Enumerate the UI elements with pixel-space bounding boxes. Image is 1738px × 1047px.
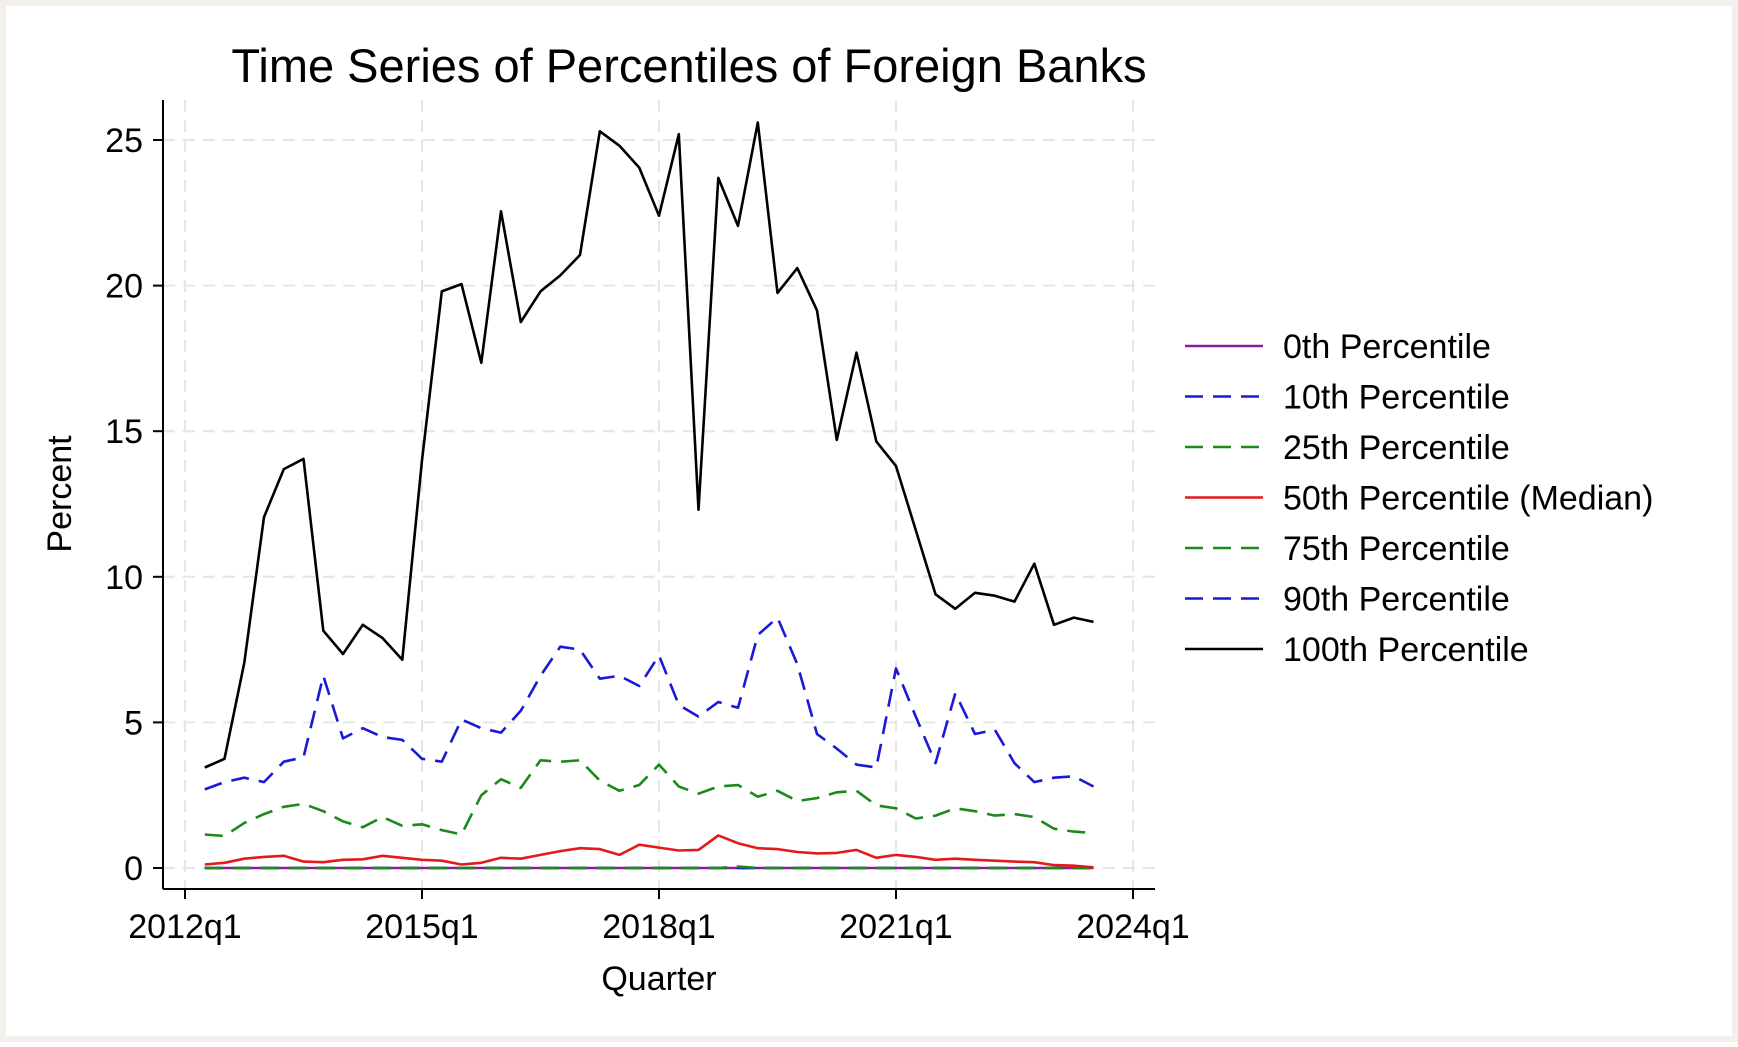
- y-tick-label: 5: [124, 704, 143, 742]
- series-line-6: [204, 121, 1094, 769]
- legend-label-3: 50th Percentile (Median): [1283, 480, 1653, 518]
- legend-label-1: 10th Percentile: [1283, 379, 1510, 417]
- x-tick-label: 2018q1: [602, 908, 715, 946]
- series-line-4: [204, 758, 1094, 838]
- y-tick-label: 20: [105, 268, 143, 306]
- series-line-3: [204, 834, 1094, 869]
- y-axis-label: Percent: [41, 435, 79, 553]
- x-tick-label: 2012q1: [128, 908, 241, 946]
- grid-lines: [163, 100, 1155, 889]
- y-axis-ticks: 0 5 10 15 20 25: [105, 122, 163, 888]
- legend-label-0: 0th Percentile: [1283, 328, 1491, 366]
- y-tick-label: 10: [105, 559, 143, 597]
- legend-label-5: 90th Percentile: [1283, 581, 1510, 619]
- x-axis-label: Quarter: [601, 960, 716, 998]
- y-tick-label: 0: [124, 850, 143, 888]
- y-tick-label: 15: [105, 413, 143, 451]
- x-axis-ticks: 2012q1 2015q1 2018q1 2021q1 2024q1: [128, 889, 1190, 946]
- x-tick-label: 2021q1: [839, 908, 952, 946]
- y-tick-label: 25: [105, 122, 143, 160]
- legend-label-4: 75th Percentile: [1283, 530, 1510, 568]
- legend-label-6: 100th Percentile: [1283, 631, 1529, 669]
- chart-title: Time Series of Percentiles of Foreign Ba…: [231, 39, 1146, 92]
- x-tick-label: 2015q1: [365, 908, 478, 946]
- legend-label-2: 25th Percentile: [1283, 429, 1510, 467]
- legend: 0th Percentile 10th Percentile 25th Percen…: [1185, 328, 1653, 669]
- x-tick-label: 2024q1: [1076, 908, 1189, 946]
- series-line-2: [204, 865, 1094, 870]
- series-line-5: [204, 616, 1095, 791]
- series-lines: [204, 121, 1095, 870]
